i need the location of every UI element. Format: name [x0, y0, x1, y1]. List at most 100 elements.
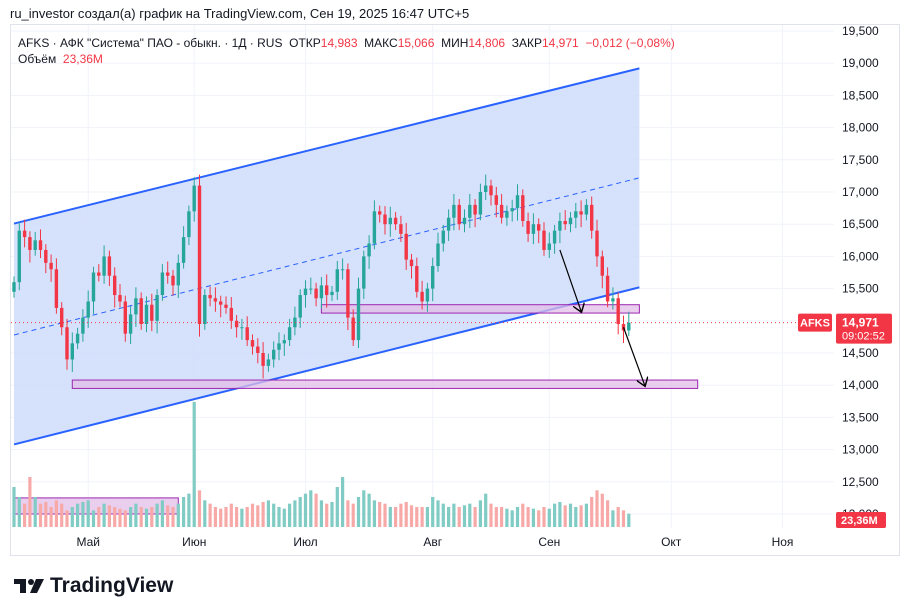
time-axis-label: Сен — [538, 535, 560, 549]
volume-bar — [23, 503, 27, 527]
candle-body — [319, 285, 324, 299]
candle-body — [245, 327, 249, 341]
candle-body — [468, 204, 472, 218]
volume-bar — [356, 497, 361, 527]
volume-bar — [298, 497, 302, 527]
volume-bar — [293, 500, 297, 527]
candle-body — [287, 327, 292, 341]
support-zone — [320, 304, 640, 314]
price-axis-label: 16,500 — [842, 217, 879, 231]
candle-body — [28, 237, 32, 250]
price-tag — [836, 313, 892, 344]
price-axis-label: 19,500 — [842, 24, 879, 38]
legend-symbol-row: AFKS · АФК "Система" ПАО - обыкн. · 1Д ·… — [18, 35, 675, 51]
volume-bar — [325, 503, 329, 527]
volume-bar — [166, 505, 170, 527]
volume-bar — [261, 502, 265, 527]
volume-bar — [399, 503, 403, 527]
time-axis-label: Ноя — [772, 535, 794, 549]
volume-bar — [282, 508, 286, 527]
candle-body — [611, 298, 615, 302]
candle-body — [81, 317, 85, 334]
candle-body — [65, 327, 69, 360]
volume-label: Объём — [18, 52, 57, 66]
volume-bar — [123, 510, 127, 527]
price-tag-countdown: 09:02:52 — [842, 331, 885, 343]
candle-body — [346, 269, 350, 318]
candle-body — [134, 298, 138, 315]
volume-bar — [462, 505, 467, 527]
volume-bar — [319, 500, 323, 527]
candle-body — [505, 211, 509, 218]
candle-body — [139, 298, 143, 325]
candle-body — [568, 217, 573, 225]
candle-body — [123, 301, 127, 334]
price-axis-label: 18,000 — [842, 121, 879, 135]
volume-tag — [836, 512, 886, 528]
candle-body — [91, 272, 96, 302]
channel-upper-line — [13, 67, 640, 225]
candle-body — [203, 295, 207, 325]
volume-bar — [574, 507, 578, 527]
volume-bar — [266, 500, 270, 527]
legend-volume-row: Объём 23,36M — [18, 51, 675, 67]
volume-bar — [378, 502, 382, 527]
candle-body — [462, 217, 467, 225]
low-value: 14,806 — [468, 36, 506, 50]
high-value: 15,066 — [397, 36, 435, 50]
trend-arrow — [559, 249, 581, 311]
volume-bar — [245, 507, 249, 527]
candle-body — [219, 301, 223, 305]
volume-bar — [611, 510, 615, 527]
candle-body — [547, 243, 551, 250]
candle-body — [86, 301, 90, 318]
volume-bar — [171, 507, 175, 527]
candle-body — [150, 304, 154, 321]
candle-body — [309, 288, 313, 290]
price-axis-label: 13,500 — [842, 410, 879, 424]
volume-bar — [102, 503, 106, 527]
volume-bar — [203, 500, 207, 527]
volume-bar — [531, 508, 535, 527]
volume-bar — [192, 402, 196, 527]
candle-body — [563, 220, 567, 225]
volume-bar — [351, 503, 355, 527]
candle-body — [155, 295, 159, 321]
candle-body — [627, 322, 631, 331]
tradingview-brand[interactable]: TradingView — [12, 574, 173, 598]
candle-body — [54, 269, 59, 308]
candle-body — [113, 275, 117, 296]
candle-body — [75, 333, 80, 344]
volume-bar — [70, 507, 74, 527]
volume-bar — [187, 493, 191, 527]
volume-bar — [229, 503, 233, 527]
volume-bar — [213, 507, 217, 527]
candle-body — [314, 288, 318, 299]
candle-body — [431, 266, 435, 289]
volume-bar — [553, 503, 557, 527]
volume-bar — [563, 505, 567, 527]
candle-body — [457, 204, 461, 225]
volume-bar — [526, 507, 530, 527]
chart-frame[interactable] — [10, 24, 900, 556]
price-axis-label: 13,000 — [842, 443, 879, 457]
volume-bar — [394, 507, 398, 527]
volume-bar — [97, 507, 101, 527]
candle-body — [383, 214, 387, 225]
volume-bar — [288, 503, 292, 527]
volume-bar — [335, 487, 339, 527]
candle-body — [12, 282, 16, 292]
candle-body — [176, 262, 180, 286]
candle-body — [415, 266, 419, 292]
volume-bar — [457, 507, 461, 527]
volume-bar — [160, 500, 164, 527]
ticker-tag — [798, 313, 832, 332]
candle-body — [420, 291, 424, 302]
candle-body — [49, 262, 53, 270]
support-zone — [71, 379, 699, 389]
volume-bar — [49, 507, 53, 527]
candle-body — [22, 230, 27, 238]
volume-bar — [76, 503, 80, 527]
price-axis-label: 17,000 — [842, 185, 879, 199]
